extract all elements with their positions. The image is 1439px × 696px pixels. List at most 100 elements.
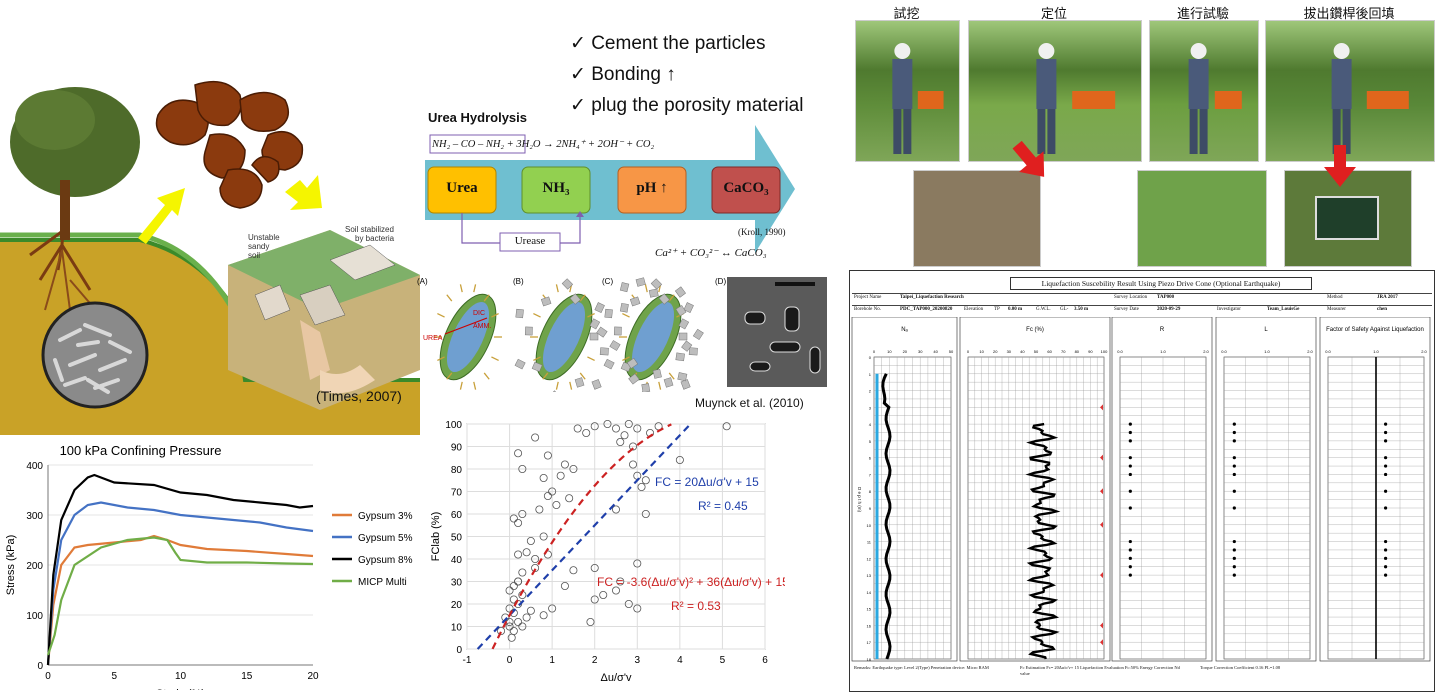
- calcite-crystal: [648, 288, 659, 298]
- flagellum: [446, 372, 453, 380]
- depth-tick: 14: [867, 590, 872, 595]
- flagellum: [555, 381, 559, 390]
- log-point: [1384, 506, 1388, 510]
- calcite-crystal: [524, 326, 533, 336]
- sem-micrograph-image: [41, 301, 149, 409]
- log-point: [1128, 506, 1132, 510]
- calcite-crystal: [681, 340, 693, 352]
- survey-date-label: Survey Date: [1114, 307, 1139, 312]
- urease-label: Urease: [514, 235, 546, 247]
- flagellum: [622, 312, 630, 318]
- calcite-crystal: [531, 361, 543, 372]
- depth-label: D e p t h (m): [857, 487, 862, 513]
- log-x-tick: 10: [979, 349, 984, 354]
- report-remarks: Remarks: Earthquake type: Level 2(Type) …: [854, 665, 989, 670]
- method-value: JRA 2017: [1377, 295, 1398, 300]
- investigator-label: Investigator: [1217, 307, 1241, 312]
- log-x-tick: 50: [1034, 349, 1039, 354]
- log-x-tick: 1.0: [1373, 349, 1379, 354]
- x-tick-label: -1: [463, 655, 472, 666]
- calcite-crystal: [652, 368, 662, 379]
- calcite-crystal: [569, 293, 581, 305]
- depth-tick: 8: [869, 489, 872, 494]
- times-caption: (Times, 2007): [316, 388, 402, 404]
- data-point: [569, 465, 578, 474]
- flagellum: [542, 372, 549, 380]
- measurer-label: Measurer: [1327, 307, 1346, 312]
- log-x-tick: 0: [873, 349, 876, 354]
- flagellum: [622, 356, 630, 362]
- flagellum: [437, 312, 445, 318]
- data-point: [560, 581, 569, 590]
- data-point: [582, 428, 591, 437]
- urea-hydrolysis-title: Urea Hydrolysis: [428, 110, 527, 125]
- na-profile: [881, 373, 892, 660]
- sem-rod: [744, 311, 766, 325]
- soil-label-unstable-3: soil: [248, 251, 260, 260]
- flagellum: [555, 284, 559, 293]
- flagellum: [473, 381, 477, 390]
- x-tick-label: 5: [720, 655, 726, 666]
- data-point: [514, 617, 523, 626]
- flagellum: [459, 284, 463, 293]
- urea-equation-box: [429, 134, 526, 154]
- depth-tick: 1: [869, 372, 872, 377]
- worker-figure: [1036, 43, 1116, 154]
- fit-equation-0: FC = 20Δu/σ'v + 15: [655, 475, 759, 489]
- data-point: [633, 559, 642, 568]
- data-point: [590, 422, 599, 431]
- log-x-tick: 1.0: [1264, 349, 1270, 354]
- calcite-crystal: [515, 308, 524, 319]
- report-fc-estimation: Fc Estimation Fc= 20Δu/σ'v+ 15 Liquefact…: [1020, 665, 1180, 676]
- data-point: [560, 460, 569, 469]
- flagellum: [533, 312, 541, 318]
- survey-date: 2020-09-29: [1157, 307, 1181, 312]
- flagellum: [579, 294, 586, 302]
- depth-tick: 16: [867, 623, 872, 628]
- calcite-crystal: [599, 347, 609, 356]
- depth-tick: 15: [867, 607, 872, 612]
- calcite-crystal: [613, 326, 622, 336]
- y-tick-label: 60: [451, 510, 463, 521]
- depth-tick: 0: [869, 355, 872, 360]
- x-tick-label: 15: [241, 671, 253, 682]
- log-point: [1232, 565, 1236, 569]
- report-title: Liquefaction Suscebility Result Using Pi…: [1010, 277, 1312, 290]
- calcite-crystal: [674, 286, 686, 298]
- log-x-tick: 70: [1061, 349, 1066, 354]
- log-x-tick: 60: [1047, 349, 1052, 354]
- log-point: [1384, 439, 1388, 443]
- depth-tick: 5: [869, 439, 872, 444]
- data-point: [548, 604, 557, 613]
- panel-label-2: (C): [602, 277, 613, 286]
- field-detail-photo-2: [1284, 170, 1412, 267]
- data-point: [531, 433, 540, 442]
- calcite-crystal: [635, 277, 646, 287]
- data-point: [514, 519, 523, 528]
- gl-value: 3.50 m: [1074, 307, 1089, 312]
- log-point: [1232, 506, 1236, 510]
- log-point: [1128, 472, 1132, 477]
- fit-curve-0: [476, 423, 692, 650]
- cell-interior: [446, 301, 490, 373]
- y-tick-label: 40: [451, 555, 463, 566]
- calcite-crystal: [561, 278, 574, 290]
- data-point: [543, 451, 552, 460]
- data-point: [590, 595, 599, 604]
- data-point: [539, 532, 548, 541]
- x-tick-label: 20: [307, 671, 319, 682]
- log-x-tick: 30: [1007, 349, 1012, 354]
- y-axis-label: FClab (%): [430, 512, 442, 562]
- data-point: [509, 626, 518, 635]
- fit-r2-1: R² = 0.53: [671, 599, 721, 613]
- field-detail-photo-1: [1137, 170, 1267, 267]
- nh3-box: [521, 166, 591, 214]
- calcite-crystal: [619, 302, 629, 313]
- flow-box-urea: Urea: [446, 180, 478, 196]
- data-point: [573, 424, 582, 433]
- y-tick-label: 90: [451, 443, 463, 454]
- soil-stabilization-diorama: [228, 230, 420, 410]
- data-point: [611, 505, 620, 514]
- x-tick-label: 6: [762, 655, 768, 666]
